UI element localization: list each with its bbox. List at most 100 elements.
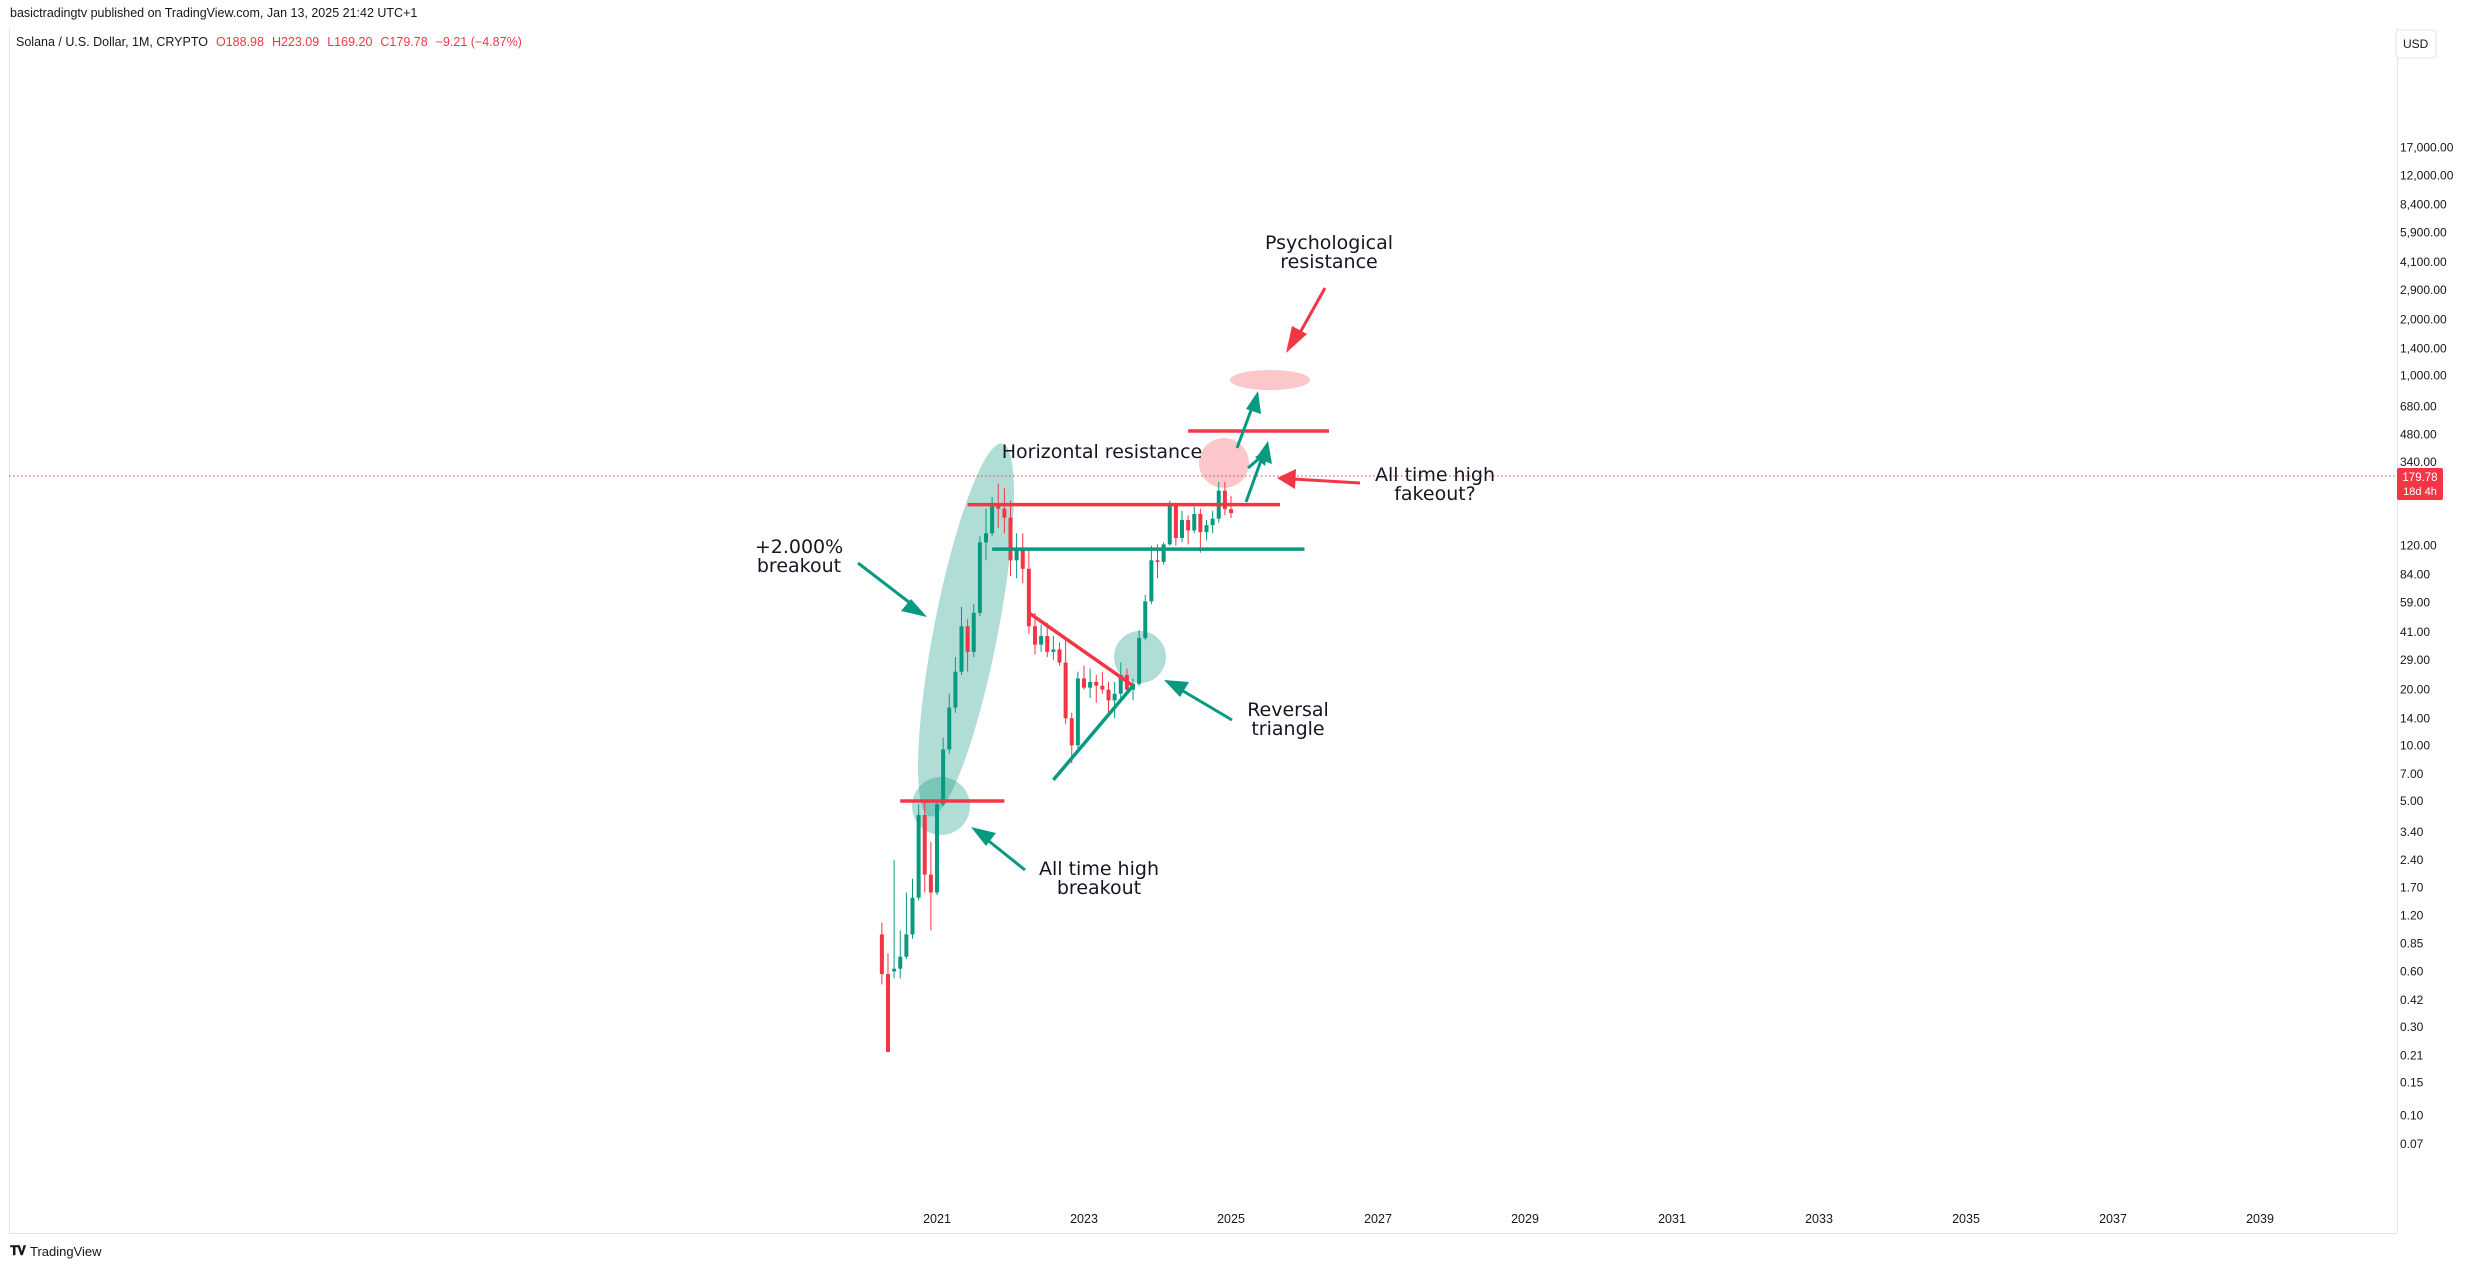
time-tick-label: 2031	[1658, 1212, 1686, 1226]
candle-body	[898, 956, 903, 969]
price-tick-label: 4,100.00	[2400, 255, 2447, 269]
price-tick-label: 2.40	[2400, 853, 2424, 867]
high-value: H223.09	[271, 35, 320, 49]
candle-body	[1045, 635, 1050, 652]
candle-body	[1167, 504, 1172, 545]
price-tick-label: 41.00	[2400, 625, 2430, 639]
price-tick-label: 0.07	[2400, 1137, 2424, 1151]
price-tick-label: 14.00	[2400, 711, 2430, 725]
candle	[1222, 482, 1227, 516]
candle-body	[1088, 681, 1093, 688]
candle	[1020, 533, 1025, 584]
candle-body	[1051, 649, 1056, 652]
price-axis[interactable]: 17,000.00 12,000.00 8,400.00 5,900.00 4,100.…	[2400, 141, 2454, 1151]
arrow-up-3	[1244, 441, 1272, 503]
candle	[965, 619, 970, 672]
triangle-line-descending-resistance	[1027, 611, 1135, 688]
ath-breakout-circle	[912, 777, 970, 835]
candle	[892, 859, 897, 979]
tradingview-logo[interactable]: 𝐓𝐕 TradingView	[10, 1243, 102, 1259]
candle-body	[977, 542, 982, 613]
candle-body	[1057, 649, 1062, 663]
candle-body	[1173, 504, 1178, 539]
fakeout-circle	[1199, 438, 1249, 488]
price-tick-label: 3.40	[2400, 825, 2424, 839]
candle-body	[1100, 685, 1105, 690]
arrow-psychological	[1286, 287, 1327, 353]
price-tick-label: 5.00	[2400, 794, 2424, 808]
candle-body	[1008, 517, 1013, 561]
candle	[1161, 542, 1166, 565]
candle	[1186, 515, 1191, 545]
candle-body	[1039, 635, 1044, 645]
candle-body	[910, 897, 915, 935]
annotation-psychological-1: Psychological	[1265, 232, 1393, 254]
annotation-reversal-2: triangle	[1251, 718, 1324, 740]
annotations: Psychological resistance Horizontal resi…	[755, 232, 1495, 899]
price-tick-label: 2,000.00	[2400, 313, 2447, 327]
price-tick-label: 340.00	[2400, 455, 2437, 469]
candle	[935, 801, 939, 896]
price-tick-label: 0.15	[2400, 1076, 2424, 1090]
annotation-ath-fakeout-2: fakeout?	[1394, 483, 1476, 505]
candle	[1173, 502, 1178, 546]
candle-body	[1112, 693, 1117, 701]
candle	[1106, 681, 1111, 713]
candles	[879, 482, 1233, 1052]
open-value: O188.98	[215, 35, 264, 49]
candle	[1063, 640, 1068, 725]
annotation-horizontal-resistance: Horizontal resistance	[1002, 441, 1202, 463]
price-tick-label: 0.60	[2400, 964, 2424, 978]
candle	[879, 922, 884, 985]
candle	[1167, 500, 1172, 546]
candle-body	[886, 974, 890, 1052]
candle	[1045, 622, 1050, 658]
candle	[984, 508, 988, 561]
time-tick-label: 2027	[1364, 1212, 1392, 1226]
last-price-value: 179.78	[2402, 472, 2437, 484]
levels	[900, 429, 1329, 803]
tradingview-brand: TradingView	[30, 1243, 102, 1259]
price-tick-label: 0.42	[2400, 993, 2424, 1007]
arrow-up-1	[1235, 391, 1261, 449]
candle	[953, 657, 958, 713]
candle-body	[990, 504, 995, 534]
candle-body	[959, 626, 964, 672]
candle	[1137, 630, 1142, 686]
candle-body	[1149, 560, 1154, 602]
candle-body	[1180, 520, 1184, 539]
annotation-psychological-2: resistance	[1280, 251, 1377, 273]
candle-body	[1082, 678, 1086, 688]
candle	[941, 737, 946, 806]
time-axis[interactable]: 2021 2023 2025 2027 2029 2031 2033 2035 2037 2039	[923, 1212, 2274, 1226]
price-tick-label: 7.00	[2400, 767, 2424, 781]
annotation-ath-fakeout-1: All time high	[1375, 464, 1495, 486]
price-tick-label: 680.00	[2400, 399, 2437, 413]
currency-button[interactable]: USD	[2395, 29, 2437, 59]
candle-body	[1161, 544, 1166, 562]
price-tick-label: 1.20	[2400, 909, 2424, 923]
price-tick-label: 0.21	[2400, 1049, 2424, 1063]
candle-body	[1155, 560, 1160, 562]
arrow-2000-breakout	[857, 561, 927, 617]
candle-body	[892, 968, 897, 972]
candle	[1002, 488, 1007, 534]
tradingview-mark-icon: 𝐓𝐕	[10, 1243, 26, 1258]
candle-body	[941, 749, 946, 805]
candle-body	[1026, 568, 1031, 627]
candle-body	[965, 626, 970, 652]
candle-body	[1137, 638, 1142, 684]
candle-body	[904, 934, 909, 957]
candle-body	[1106, 689, 1111, 701]
price-tick-label: 1,000.00	[2400, 368, 2447, 382]
candle	[928, 842, 933, 931]
candle	[959, 606, 964, 675]
candle-body	[1002, 508, 1007, 518]
candle-body	[1075, 678, 1080, 746]
annotation-ath-breakout-1: All time high	[1039, 858, 1159, 880]
currency-label: USD	[2403, 37, 2429, 51]
symbol-legend: Solana / U.S. Dollar, 1M, CRYPTO O188.98 H…	[16, 35, 522, 49]
candle	[1210, 510, 1215, 534]
annotation-2000-breakout-1: +2.000%	[755, 536, 843, 558]
